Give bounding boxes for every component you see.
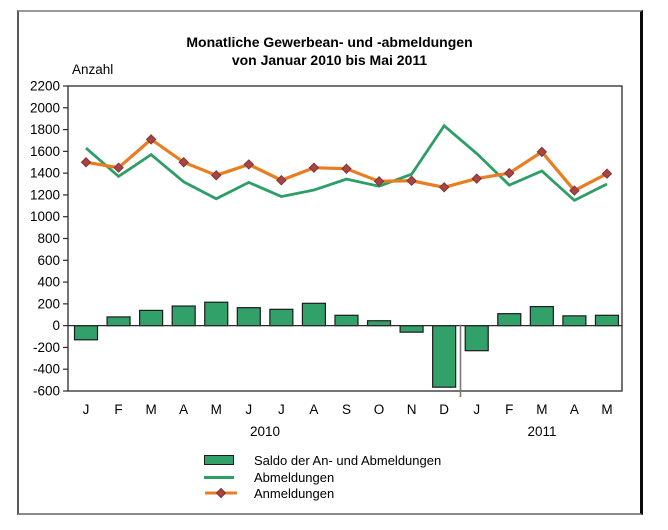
- month-label: J: [473, 402, 480, 417]
- month-label: N: [407, 402, 417, 417]
- abmeldungen-line-swatch-icon: [204, 475, 238, 479]
- saldo-bar: [464, 325, 489, 352]
- legend-item-saldo: Saldo der An- und Abmeldungen: [204, 452, 441, 468]
- month-label: M: [601, 402, 612, 417]
- y-tick-label: -400: [33, 362, 60, 377]
- saldo-bar: [366, 320, 392, 327]
- y-tick-label: 1200: [30, 187, 60, 202]
- month-label: F: [505, 402, 513, 417]
- anmeldungen-marker: [406, 175, 417, 187]
- saldo-bar: [594, 314, 620, 327]
- anmeldungen-marker: [211, 170, 222, 181]
- y-tick-label: 400: [37, 275, 60, 290]
- abmeldungen-line: [85, 123, 608, 203]
- y-axis-title: Anzahl: [72, 62, 114, 77]
- anmeldungen-marker: [438, 182, 450, 193]
- y-tick-label: 1800: [30, 122, 60, 137]
- anmeldungen-marker: [113, 162, 124, 173]
- saldo-bar: [204, 301, 229, 327]
- y-tick-label: 600: [37, 253, 60, 268]
- saldo-bar: [497, 313, 522, 327]
- anmeldungen-marker: [178, 157, 189, 168]
- saldo-bar: [562, 315, 587, 327]
- chart-title: Monatliche Gewerbean- und -abmeldungen v…: [17, 33, 642, 69]
- saldo-bar: [269, 308, 294, 327]
- y-tick-label: 1400: [30, 166, 60, 181]
- saldo-bar: [432, 325, 457, 388]
- month-label: M: [211, 402, 222, 417]
- month-label: F: [114, 402, 122, 417]
- y-tick-label: 1000: [30, 209, 60, 224]
- anmeldungen-marker: [536, 146, 548, 158]
- month-label: S: [342, 402, 351, 417]
- y-tick-label: 200: [37, 296, 60, 311]
- saldo-bar: [399, 325, 424, 333]
- chart-outer-frame: [17, 10, 643, 515]
- saldo-bar: [139, 309, 164, 327]
- saldo-bar: [236, 307, 261, 327]
- month-label: J: [83, 402, 90, 417]
- anmeldungen-marker: [80, 157, 92, 168]
- legend-item-anmeldungen: Anmeldungen: [204, 485, 334, 501]
- x-axis-group-label-2010: 2010: [249, 424, 281, 439]
- anmeldungen-marker: [145, 134, 157, 145]
- anmeldungen-marker: [569, 185, 580, 196]
- x-axis-group-label-2011: 2011: [527, 424, 557, 439]
- saldo-bar: [529, 305, 554, 327]
- chart-title-line1: Monatliche Gewerbean- und -abmeldungen: [186, 34, 473, 50]
- anmeldungen-marker: [601, 168, 613, 179]
- saldo-bar-swatch-icon: [204, 455, 238, 465]
- saldo-bar: [301, 302, 327, 327]
- anmeldungen-marker: [471, 173, 482, 184]
- month-label: M: [536, 402, 547, 417]
- y-tick-label: 1600: [30, 144, 60, 159]
- month-label: A: [570, 402, 579, 417]
- anmeldungen-marker: [276, 174, 287, 186]
- anmeldungen-marker: [243, 159, 255, 170]
- legend-label-abmeldungen: Abmeldungen: [254, 469, 335, 485]
- legend-item-abmeldungen: Abmeldungen: [204, 469, 334, 485]
- anmeldungen-marker: [504, 167, 515, 179]
- month-label: A: [309, 402, 318, 417]
- month-label: O: [374, 402, 385, 417]
- month-label: D: [439, 402, 449, 417]
- saldo-bar: [73, 325, 99, 341]
- y-tick-label: 2000: [30, 100, 60, 115]
- anmeldungen-marker: [341, 163, 352, 175]
- saldo-bar: [334, 314, 359, 327]
- saldo-bar: [106, 316, 131, 327]
- y-tick-label: -200: [33, 340, 60, 355]
- legend-label-saldo: Saldo der An- und Abmeldungen: [254, 452, 442, 468]
- month-label: A: [179, 402, 188, 417]
- chart-title-line2: von Januar 2010 bis Mai 2011: [231, 52, 428, 68]
- legend-diamond-icon: [205, 487, 237, 499]
- month-label: J: [245, 402, 252, 417]
- y-tick-label: 0: [52, 318, 60, 333]
- month-label: M: [145, 402, 156, 417]
- anmeldungen-marker: [373, 176, 385, 187]
- y-tick-label: -600: [33, 384, 60, 399]
- month-label: J: [278, 402, 285, 417]
- anmeldungen-line-swatch-icon: [204, 487, 238, 499]
- y-tick-label: 800: [37, 231, 60, 246]
- plot-border: [67, 85, 623, 392]
- legend-label-anmeldungen: Anmeldungen: [254, 485, 335, 501]
- anmeldungen-marker: [308, 162, 320, 173]
- y-tick-label: 2200: [30, 79, 60, 94]
- saldo-bar: [171, 305, 196, 327]
